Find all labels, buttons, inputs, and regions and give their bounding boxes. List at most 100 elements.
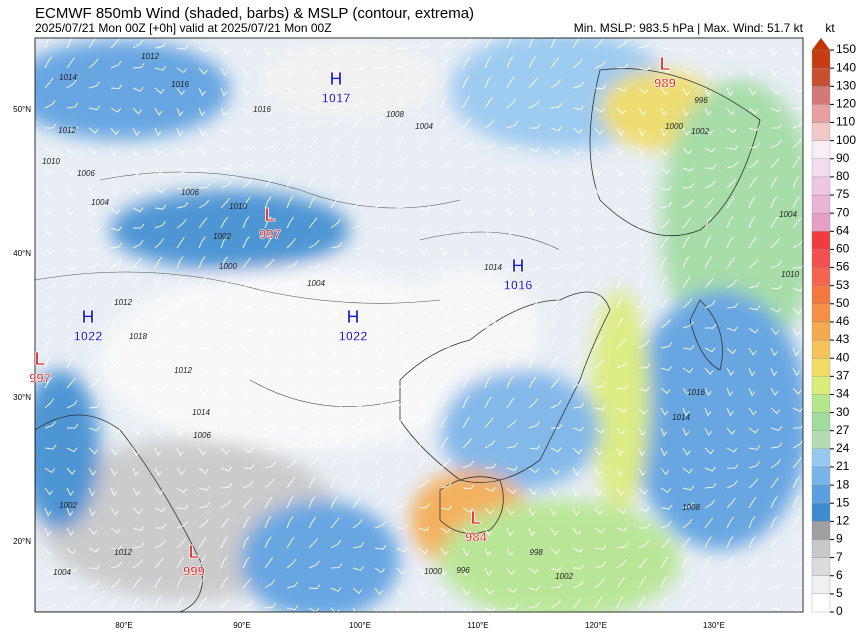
wind-barb (616, 63, 629, 69)
wind-barb (418, 526, 430, 532)
wind-barb (66, 507, 74, 517)
wind-barb (44, 317, 54, 329)
wind-barb (682, 199, 694, 209)
wind-barb (572, 261, 585, 269)
wind-barb (594, 296, 602, 309)
wind-barb (264, 177, 274, 189)
wind-barb (528, 376, 537, 389)
wind-barb (286, 196, 294, 209)
wind-barb (264, 67, 272, 77)
wind-barb (242, 407, 250, 417)
wind-barb (528, 507, 536, 517)
wind-barb (110, 487, 118, 497)
contour-label: 1014 (59, 73, 77, 82)
wind-barb (462, 96, 470, 109)
wind-barb (374, 47, 386, 53)
wind-barb (528, 547, 537, 556)
wind-barb (264, 347, 273, 356)
wind-barb (660, 167, 671, 174)
wind-barb (286, 216, 295, 229)
wind-barb (572, 105, 585, 111)
wind-barb (242, 236, 250, 249)
wind-barb (704, 147, 716, 153)
wind-barb (484, 338, 495, 349)
contour-label: 1012 (58, 126, 76, 135)
wind-barb (792, 217, 802, 229)
wind-barb (110, 226, 122, 232)
wind-barb (440, 396, 448, 409)
wind-barb (616, 107, 626, 115)
wind-barb (550, 247, 562, 253)
center-value: 984 (465, 529, 487, 544)
wind-barb (506, 267, 517, 274)
wind-barb (176, 44, 189, 50)
colorbar-segment (811, 303, 831, 323)
wind-barb (440, 436, 449, 449)
wind-barb (374, 136, 382, 149)
wind-barb (396, 157, 406, 169)
wind-barb (176, 127, 184, 137)
wind-barb (132, 147, 140, 157)
wind-barb (616, 467, 624, 477)
wind-barb (748, 142, 761, 149)
colorbar-segment (811, 285, 831, 304)
wind-barb (594, 127, 604, 136)
wind-barb (550, 126, 562, 132)
colorbar-label: 21 (836, 459, 850, 473)
wind-barb (506, 98, 517, 109)
contour-label: 1002 (213, 232, 231, 241)
wind-barb (198, 387, 208, 396)
wind-barb (462, 416, 471, 429)
wind-barb (726, 387, 734, 397)
wind-barb (462, 247, 470, 257)
wind-barb (462, 76, 470, 89)
wind-barb (682, 127, 691, 137)
wind-barb (484, 187, 495, 194)
wind-barb (660, 504, 673, 510)
wind-barb (88, 527, 98, 536)
wind-barb (484, 97, 493, 109)
contour-label: 996 (694, 96, 708, 105)
wind-barb (418, 587, 426, 597)
wind-barb (308, 239, 320, 249)
wind-barb (176, 576, 184, 589)
wind-barb (506, 442, 519, 449)
wind-barb (528, 585, 541, 591)
wind-barb (704, 499, 716, 509)
wind-barb (88, 447, 99, 455)
wind-barb (726, 536, 734, 549)
wind-barb (572, 245, 585, 251)
wind-barb (704, 256, 712, 269)
wind-barb (616, 257, 626, 269)
wind-barb (484, 207, 493, 216)
lon-label: 80°E (115, 621, 132, 630)
wind-barb (154, 467, 162, 477)
wind-barb (462, 56, 471, 69)
wind-barb (484, 118, 495, 129)
wind-barb (396, 607, 404, 612)
wind-barb (484, 287, 496, 294)
wind-barb (704, 576, 713, 589)
wind-barb (286, 157, 296, 169)
wind-barb (198, 427, 206, 437)
wind-barb (66, 423, 79, 429)
wind-barb (242, 257, 252, 269)
wind-barb (198, 107, 206, 117)
wind-barb (462, 460, 474, 469)
wind-barb (792, 439, 803, 449)
wind-barb (550, 227, 560, 236)
wind-barb (374, 521, 386, 529)
wind-barb (242, 536, 250, 549)
wind-barb (44, 299, 56, 309)
wind-barb (374, 456, 382, 469)
colorbar-label: 27 (836, 423, 850, 437)
wind-barb (264, 427, 275, 434)
wind-barb (572, 278, 583, 289)
wind-barb (198, 556, 206, 569)
wind-barb (44, 266, 56, 272)
wind-barb (616, 360, 628, 369)
wind-barb (638, 539, 650, 549)
wind-barb (748, 387, 756, 397)
wind-barb (132, 596, 140, 609)
